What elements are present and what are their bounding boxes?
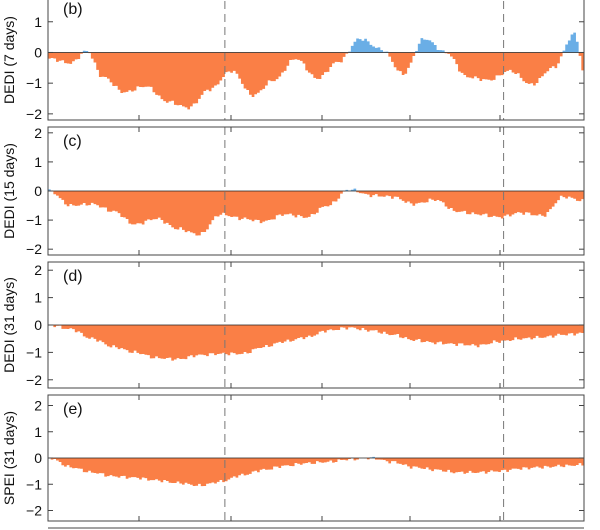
y-tick-label: −2 xyxy=(26,372,42,388)
panel-frame xyxy=(47,0,585,121)
y-tick-label: 2 xyxy=(34,262,42,278)
negative-area xyxy=(48,52,584,110)
panel-label: (e) xyxy=(63,401,83,418)
y-tick-label: −1 xyxy=(26,476,42,492)
y-tick-label: 2 xyxy=(34,125,42,141)
panel-label: (d) xyxy=(63,268,83,285)
y-tick-label: −2 xyxy=(26,106,42,122)
y-tick-label: 0 xyxy=(34,44,42,60)
panel-c: −2 −1 0 1 2 (c) DEDI (15 days) xyxy=(1,125,585,257)
y-tick-label: −2 xyxy=(26,241,42,257)
y-tick-label: 1 xyxy=(34,14,42,30)
y-tick-label: −2 xyxy=(26,503,42,519)
y-tick-label: −1 xyxy=(26,344,42,360)
y-axis-label: SPEI (31 days) xyxy=(1,411,17,505)
y-tick-label: 0 xyxy=(34,317,42,333)
negative-area xyxy=(48,325,584,361)
y-axis-label: DEDI (7 days) xyxy=(1,16,17,104)
panel-label: (b) xyxy=(63,1,83,18)
panel-plot-area xyxy=(48,395,584,521)
y-axis-label: DEDI (31 days) xyxy=(1,277,17,373)
y-tick-label: 2 xyxy=(34,398,42,414)
y-tick-label: −1 xyxy=(26,212,42,228)
y-tick-label: 1 xyxy=(34,424,42,440)
panel-plot-area xyxy=(48,262,584,388)
y-axis-label: DEDI (15 days) xyxy=(1,143,17,239)
negative-area xyxy=(48,191,584,236)
panel-plot-area xyxy=(48,0,584,120)
panel-e: −2 −1 0 1 2 (e) SPEI (31 days) xyxy=(1,394,585,522)
y-tick-label: 0 xyxy=(34,450,42,466)
panel-d: −2 −1 0 1 2 (d) DEDI (31 days) xyxy=(1,261,585,389)
negative-area xyxy=(48,458,584,487)
y-tick-label: 0 xyxy=(34,183,42,199)
y-tick-label: −1 xyxy=(26,75,42,91)
panel-plot-area xyxy=(48,127,584,255)
y-tick-label: 1 xyxy=(34,290,42,306)
panel-label: (c) xyxy=(63,133,82,150)
y-tick-label: 1 xyxy=(34,154,42,170)
